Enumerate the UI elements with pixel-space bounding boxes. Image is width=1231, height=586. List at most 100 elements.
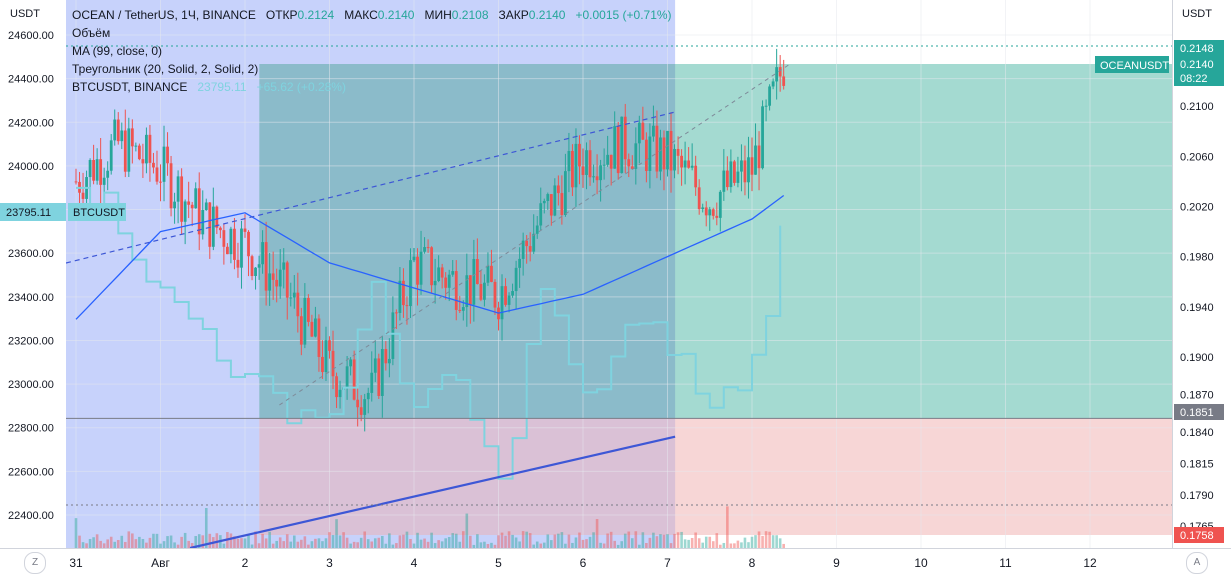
candle-body (616, 126, 620, 174)
candle-body (771, 81, 775, 87)
candle-body (204, 202, 208, 210)
volume-bar (194, 536, 198, 548)
candle-body (592, 176, 595, 178)
legend-volume[interactable]: Объём (72, 26, 111, 40)
volume-bar (254, 531, 257, 548)
candle-body (500, 286, 504, 320)
volume-bar (525, 531, 528, 548)
candle-body (152, 162, 155, 168)
volume-bar (638, 544, 641, 548)
candle-body (440, 267, 444, 278)
volume-bar (222, 543, 226, 548)
volume-bar (687, 539, 690, 548)
candle-body (514, 267, 518, 292)
legend-symbol-row[interactable]: OCEAN / TetherUS, 1Ч, BINANCE ОТКР0.2124… (72, 6, 672, 24)
volume-bar (271, 543, 275, 548)
candle-body (493, 281, 497, 308)
volume-bar (402, 534, 405, 548)
candle-body (264, 242, 268, 291)
left-price-axis[interactable]: 24600.0024400.0024200.0024000.0023800.00… (0, 0, 66, 581)
volume-bar (521, 531, 525, 548)
ocean-badge-label: OCEANUSDT (1100, 60, 1169, 72)
volume-bar (134, 539, 138, 548)
candle-body (567, 150, 571, 172)
candle-body (328, 340, 331, 351)
candle-body (116, 119, 120, 142)
candle-body (282, 262, 286, 270)
volume-bar (627, 531, 631, 548)
candle-body (574, 143, 578, 188)
volume-bar (733, 543, 736, 548)
time-axis-tick: 12 (1083, 556, 1097, 570)
candle-body (222, 230, 226, 247)
candle-body (563, 171, 567, 215)
legend-ma[interactable]: MA (99, close, 0) (72, 44, 163, 58)
target-price-label: 0.2148 (1180, 43, 1214, 55)
auto-scale-button[interactable]: A (1186, 552, 1208, 574)
btc-badge-value: 23795.11 (6, 207, 51, 219)
candle-body (99, 159, 103, 185)
candle-body (292, 292, 296, 298)
drawing-zones[interactable] (66, 0, 1172, 548)
volume-bar (461, 531, 465, 548)
right-price-axis[interactable]: 0.2100 0.2060 0.2020 0.1980 0.1940 0.1900 0.18… (1172, 0, 1231, 581)
ocean-countdown: 08:22 (1180, 73, 1208, 85)
candle-body (528, 246, 532, 252)
candle-body (405, 305, 409, 307)
candle-body (602, 164, 606, 166)
candle-body (687, 160, 691, 168)
candle-body (521, 240, 525, 259)
candle-body (92, 159, 96, 181)
volume-bar (292, 535, 296, 548)
volume-bar (264, 538, 268, 548)
legend-btc-row[interactable]: BTCUSDT, BINANCE 23795.11 +65.62 (+0.28%… (72, 78, 672, 96)
right-axis-bg (1172, 0, 1231, 581)
right-axis-unit: USDT (1182, 8, 1212, 20)
volume-bar (595, 519, 599, 548)
candle-body (278, 269, 282, 287)
volume-bar (145, 542, 148, 548)
candle-body (673, 148, 676, 171)
volume-bar (197, 534, 201, 548)
time-axis-tick: 2 (242, 556, 249, 570)
volume-bar (131, 533, 134, 548)
time-axis-tick: 11 (999, 556, 1012, 570)
volume-bar (546, 534, 550, 548)
ma-line (75, 194, 785, 320)
volume-bar (268, 531, 271, 548)
volume-bar (109, 536, 113, 548)
left-axis-tick: 24200.00 (8, 117, 54, 129)
volume-bar (331, 535, 335, 548)
volume-bar (659, 534, 662, 548)
volume-bar (588, 536, 592, 548)
legend-triangle[interactable]: Треугольник (20, Solid, 2, Solid, 2) (72, 62, 259, 76)
time-axis[interactable]: 31 Авг 2 3 4 5 6 7 8 9 10 11 12 (0, 548, 1231, 581)
volume-bar (384, 543, 388, 548)
z-button[interactable]: Z (24, 552, 46, 574)
candle-body (299, 316, 303, 345)
candle-body (148, 134, 152, 163)
triangle-drawing[interactable] (65, 63, 791, 550)
volume-bar (662, 534, 666, 548)
volume-bar (250, 544, 254, 548)
volume-bar (233, 536, 236, 548)
volume-bar (307, 544, 310, 548)
ocean-last-price: 0.2140 (1180, 59, 1214, 71)
legend-btc-change: +65.62 (+0.28%) (256, 80, 346, 94)
legend-close-label: ЗАКР (498, 8, 529, 22)
candle-body (187, 201, 191, 205)
volume-bar (567, 534, 571, 548)
time-axis-tick: 31 (69, 556, 83, 570)
volume-bar (557, 533, 560, 548)
volume-bar (592, 532, 595, 548)
candle-body (268, 273, 272, 291)
volume-bar (229, 533, 233, 548)
candle-body (630, 166, 634, 169)
candle-body (637, 122, 641, 144)
candle-body (641, 122, 645, 140)
candle-body (433, 280, 437, 286)
volume-bar (472, 544, 476, 548)
left-axis-tick: 23600.00 (8, 248, 54, 260)
